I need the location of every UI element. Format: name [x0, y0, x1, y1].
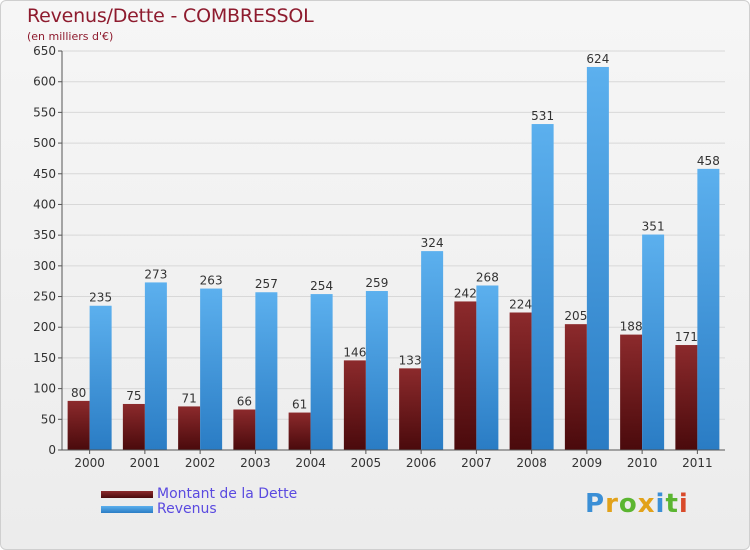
y-tick-label-650: 650	[33, 44, 56, 58]
bar-revenus-2007	[476, 285, 499, 450]
y-tick-label-450: 450	[33, 167, 56, 181]
data-label-dette-2011: 171	[675, 330, 698, 344]
data-label-revenus-2003: 257	[255, 277, 278, 291]
y-tick-label-400: 400	[33, 197, 56, 211]
data-label-dette-2006: 133	[399, 353, 422, 367]
data-label-dette-2002: 71	[181, 391, 196, 405]
x-tick-label-2002: 2002	[185, 456, 216, 470]
bar-revenus-2000	[89, 305, 112, 450]
bar-dette-2002	[178, 406, 201, 450]
x-tick-label-2001: 2001	[130, 456, 161, 470]
logo-letter: r	[605, 489, 619, 519]
y-tick-label-250: 250	[33, 290, 56, 304]
y-tick-label-350: 350	[33, 228, 56, 242]
data-label-dette-2005: 146	[343, 345, 366, 359]
logo-letter: o	[618, 489, 638, 519]
y-tick-label-500: 500	[33, 136, 56, 150]
data-label-revenus-2002: 263	[200, 274, 223, 288]
logo-letter: P	[585, 489, 606, 519]
y-tick-label-550: 550	[33, 105, 56, 119]
bar-revenus-2010	[642, 234, 665, 450]
proxiti-logo: Proxiti	[585, 489, 689, 519]
y-tick-label-50: 50	[41, 412, 56, 426]
data-label-dette-2000: 80	[71, 386, 86, 400]
bar-revenus-2002	[200, 288, 223, 450]
data-label-revenus-2001: 273	[144, 267, 167, 281]
y-tick-label-200: 200	[33, 320, 56, 334]
bar-dette-2011	[675, 345, 698, 450]
x-tick-label-2000: 2000	[74, 456, 105, 470]
bar-dette-2007	[454, 301, 477, 450]
x-tick-label-2004: 2004	[295, 456, 326, 470]
data-label-revenus-2004: 254	[310, 279, 333, 293]
bar-dette-2010	[620, 334, 643, 450]
legend-swatch-revenus	[101, 506, 153, 513]
logo-letter: t	[665, 489, 679, 519]
bar-dette-2001	[122, 403, 145, 450]
legend-label-dette: Montant de la Dette	[157, 486, 298, 502]
data-label-dette-2001: 75	[126, 389, 141, 403]
data-label-revenus-2005: 259	[365, 276, 388, 290]
data-label-revenus-2000: 235	[89, 291, 112, 305]
x-tick-label-2005: 2005	[351, 456, 382, 470]
data-label-dette-2010: 188	[620, 320, 643, 334]
x-tick-label-2011: 2011	[682, 456, 713, 470]
legend-label-revenus: Revenus	[157, 501, 217, 517]
data-label-dette-2009: 205	[564, 309, 587, 323]
x-tick-label-2006: 2006	[406, 456, 437, 470]
data-label-revenus-2010: 351	[642, 220, 665, 234]
chart-title: Revenus/Dette - COMBRESSOL	[27, 5, 314, 27]
bar-revenus-2005	[365, 291, 388, 450]
x-tick-label-2003: 2003	[240, 456, 271, 470]
bar-dette-2006	[399, 368, 422, 450]
y-tick-label-300: 300	[33, 259, 56, 273]
bar-revenus-2004	[310, 294, 333, 450]
bar-dette-2000	[67, 400, 90, 450]
bar-revenus-2008	[531, 124, 554, 450]
bar-dette-2004	[288, 412, 311, 450]
data-label-dette-2003: 66	[237, 394, 252, 408]
chart-subtitle: (en milliers d'€)	[27, 30, 114, 43]
bar-revenus-2003	[255, 292, 278, 450]
data-label-dette-2004: 61	[292, 398, 307, 412]
y-tick-label-0: 0	[48, 443, 56, 457]
data-label-revenus-2011: 458	[697, 154, 720, 168]
x-tick-label-2009: 2009	[572, 456, 603, 470]
legend-swatch-dette	[101, 491, 153, 498]
data-label-revenus-2008: 531	[531, 109, 554, 123]
x-tick-label-2008: 2008	[516, 456, 547, 470]
y-tick-label-100: 100	[33, 382, 56, 396]
bar-revenus-2001	[144, 282, 167, 450]
logo-letter: x	[637, 489, 656, 519]
y-tick-label-600: 600	[33, 75, 56, 89]
data-label-dette-2008: 224	[509, 297, 532, 311]
logo-letter: i	[655, 489, 666, 519]
data-label-revenus-2007: 268	[476, 270, 499, 284]
data-label-dette-2007: 242	[454, 286, 477, 300]
bar-dette-2005	[343, 360, 366, 450]
x-tick-label-2010: 2010	[627, 456, 658, 470]
logo-letter: i	[678, 489, 689, 519]
bar-revenus-2011	[697, 168, 720, 450]
data-label-revenus-2006: 324	[421, 236, 444, 250]
y-tick-label-150: 150	[33, 351, 56, 365]
bar-revenus-2006	[421, 251, 444, 450]
bar-dette-2009	[564, 324, 587, 450]
data-label-revenus-2009: 624	[586, 52, 609, 66]
bar-dette-2008	[509, 312, 532, 450]
bar-revenus-2009	[586, 66, 609, 451]
bar-dette-2003	[233, 409, 256, 450]
x-tick-label-2007: 2007	[461, 456, 492, 470]
